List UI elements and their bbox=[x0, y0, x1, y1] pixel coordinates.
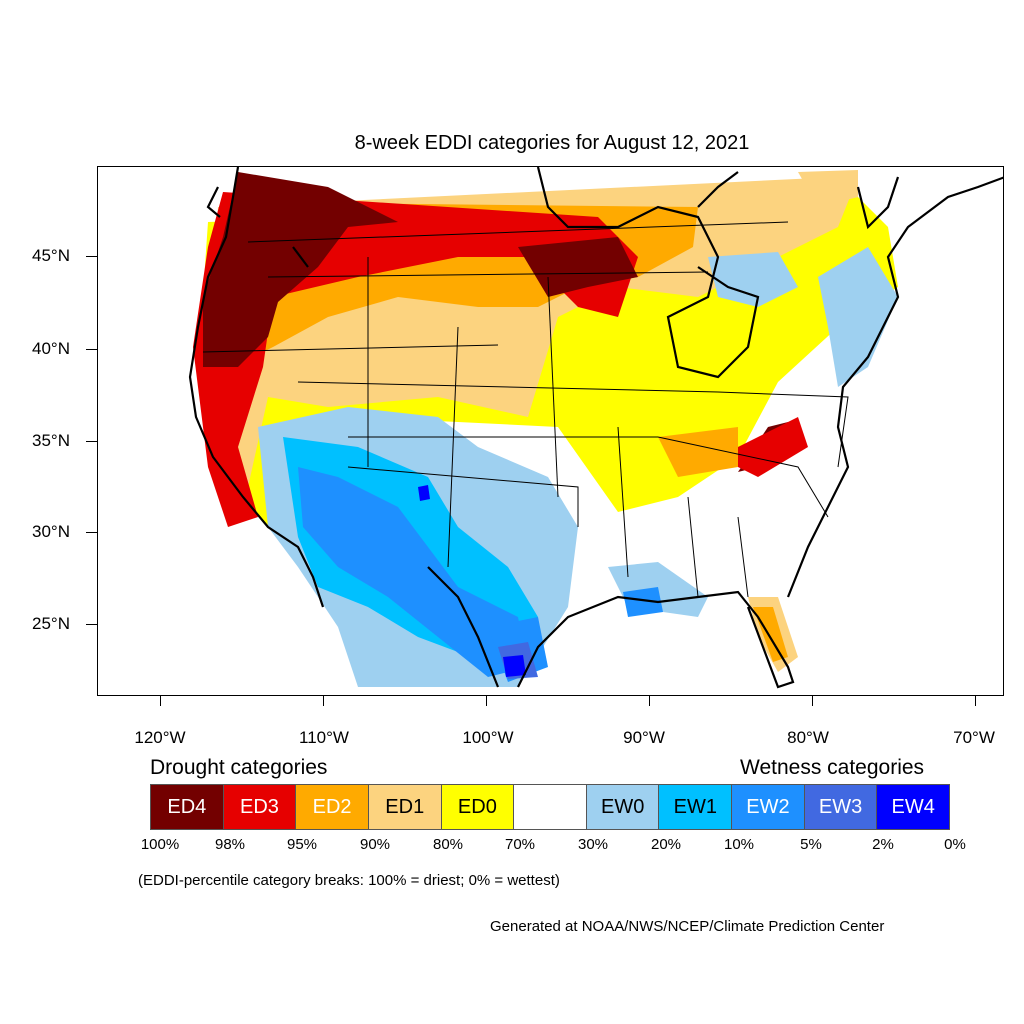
legend-cell-ew1: EW1 bbox=[659, 785, 733, 829]
region-ed3-appalachia bbox=[718, 417, 808, 477]
region-ew2-louisiana bbox=[623, 587, 663, 617]
lon-label-100w: 100°W bbox=[462, 728, 514, 747]
eddi-map bbox=[97, 166, 1004, 696]
drought-categories-heading: Drought categories bbox=[150, 756, 328, 779]
region-ed1-northeast bbox=[798, 170, 858, 207]
coastlines bbox=[188, 167, 1003, 689]
lon-tick bbox=[160, 696, 161, 706]
lon-tick bbox=[649, 696, 650, 706]
lat-tick bbox=[86, 349, 97, 350]
legend-break: 30% bbox=[577, 836, 609, 853]
region-ew2 bbox=[298, 467, 528, 677]
legend-break: 5% bbox=[800, 836, 822, 853]
lon-tick bbox=[975, 696, 976, 706]
lat-label-35: 35°N bbox=[32, 431, 70, 450]
lat-label-30: 30°N bbox=[32, 522, 70, 541]
lon-label-110w: 110°W bbox=[299, 728, 349, 747]
lat-tick bbox=[86, 441, 97, 442]
lon-label-120w: 120°W bbox=[134, 728, 186, 747]
legend-cell-ed4: ED4 bbox=[151, 785, 224, 829]
region-ew4 bbox=[503, 655, 526, 677]
legend-cell-ed0: ED0 bbox=[441, 785, 515, 829]
legend-break: 80% bbox=[432, 836, 464, 853]
map-title: 8-week EDDI categories for August 12, 20… bbox=[354, 132, 750, 154]
region-ed2-ohio bbox=[658, 427, 738, 477]
lon-tick bbox=[812, 696, 813, 706]
region-ew0-newengland bbox=[818, 247, 898, 387]
legend-cell-ew3: EW3 bbox=[804, 785, 878, 829]
legend-cell-ed2: ED2 bbox=[296, 785, 369, 829]
lat-label-45: 45°N bbox=[32, 246, 70, 265]
region-ew4-newmexico bbox=[418, 485, 430, 501]
lat-label-25: 25°N bbox=[32, 614, 70, 633]
legend-cell-ed3: ED3 bbox=[223, 785, 297, 829]
legend-break: 90% bbox=[359, 836, 391, 853]
category-breaks-note: (EDDI-percentile category breaks: 100% =… bbox=[138, 872, 560, 889]
lon-label-70w: 70°W bbox=[953, 728, 995, 747]
region-ew0-greatlakes bbox=[708, 252, 798, 307]
legend-break: 100% bbox=[140, 836, 180, 853]
lat-label-40: 40°N bbox=[32, 339, 70, 358]
legend-cell-ew0: EW0 bbox=[586, 785, 660, 829]
legend-cell-ew4: EW4 bbox=[877, 785, 950, 829]
legend-break: 98% bbox=[214, 836, 246, 853]
lon-tick bbox=[486, 696, 487, 706]
region-ed2-florida bbox=[753, 607, 788, 662]
lat-tick bbox=[86, 624, 97, 625]
lon-tick bbox=[323, 696, 324, 706]
legend-break: 70% bbox=[504, 836, 536, 853]
legend-break: 95% bbox=[286, 836, 318, 853]
legend-bar: ED4 ED3 ED2 ED1 ED0 EW0 EW1 EW2 EW3 EW4 bbox=[150, 784, 950, 830]
lat-tick bbox=[86, 532, 97, 533]
wetness-categories-heading: Wetness categories bbox=[740, 756, 925, 779]
legend-break: 20% bbox=[650, 836, 682, 853]
map-graphic bbox=[188, 167, 1003, 689]
region-ed4 bbox=[203, 172, 398, 367]
lat-tick bbox=[86, 256, 97, 257]
legend-break: 2% bbox=[872, 836, 894, 853]
legend-break: 0% bbox=[944, 836, 966, 853]
credit-line: Generated at NOAA/NWS/NCEP/Climate Predi… bbox=[490, 918, 885, 935]
lon-label-90w: 90°W bbox=[623, 728, 665, 747]
legend-break: 10% bbox=[723, 836, 755, 853]
legend-cell-ed1: ED1 bbox=[368, 785, 442, 829]
lon-label-80w: 80°W bbox=[787, 728, 829, 747]
legend-cell-neutral bbox=[514, 785, 587, 829]
legend-cell-ew2: EW2 bbox=[732, 785, 805, 829]
